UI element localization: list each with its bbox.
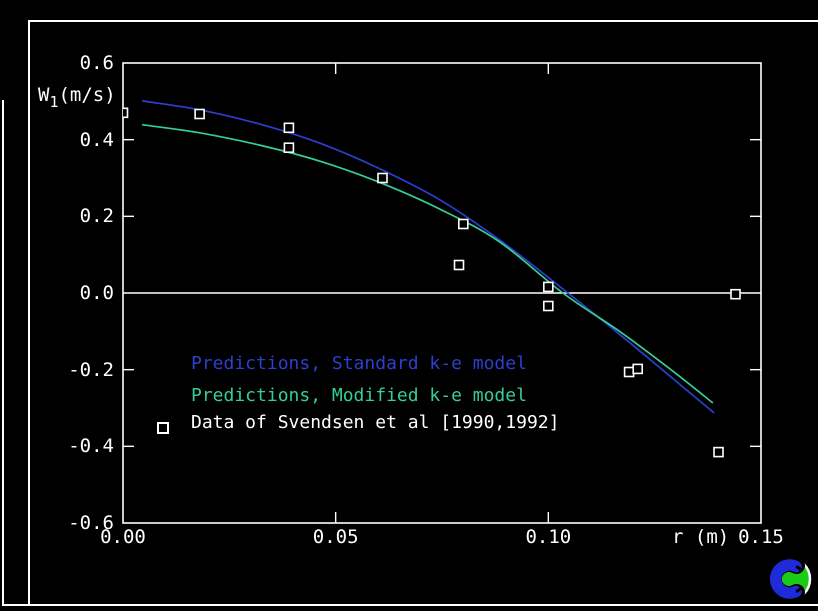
y-tick-label: 0.0	[79, 282, 114, 304]
x-axis-label: r (m)	[672, 526, 730, 548]
data-point-square	[542, 281, 554, 293]
y-tick-label: -0.6	[68, 512, 114, 534]
legend-item-modified-model: Predictions, Modified k-e model	[191, 385, 527, 406]
swirl-logo-icon	[765, 555, 812, 603]
legend-item-standard-model: Predictions, Standard k-e model	[191, 353, 527, 374]
data-point-square	[730, 288, 741, 300]
y-axis-label: W1(m/s)	[38, 84, 116, 111]
data-point-square	[457, 218, 469, 230]
y-tick-label: -0.4	[68, 435, 114, 458]
y-tick-label: 0.4	[79, 128, 114, 151]
curve-modified-ke-model	[141, 123, 714, 404]
legend-item-data-svendsen: Data of Svendsen et al [1990,1992]	[191, 412, 560, 433]
window-border-bottom	[2, 604, 818, 606]
x-tick-label: 0.10	[525, 526, 572, 548]
data-point-square	[453, 259, 465, 271]
y-tick-label: -0.2	[68, 358, 114, 381]
x-tick-label: 0.05	[312, 526, 359, 548]
y-tick-label: 0.2	[79, 205, 114, 228]
x-tick-label: 0.00	[100, 526, 146, 548]
y-tick-label: 0.6	[79, 52, 114, 74]
data-point-square	[194, 108, 205, 120]
window-border-top	[28, 20, 818, 22]
data-point-square	[377, 172, 388, 184]
window-border-left	[28, 20, 30, 606]
data-point-square	[123, 107, 129, 119]
curve-standard-ke-model	[141, 100, 715, 414]
data-point-square	[283, 122, 295, 134]
window-border-outer-left	[2, 100, 4, 606]
data-point-square	[542, 300, 554, 312]
legend-square-marker-icon	[157, 422, 169, 434]
data-point-square	[713, 446, 724, 458]
x-tick-label: 0.15	[738, 526, 784, 548]
data-point-square	[623, 366, 635, 378]
data-point-square	[283, 142, 295, 153]
data-points-svendsen	[123, 107, 741, 458]
data-point-square	[632, 363, 644, 375]
